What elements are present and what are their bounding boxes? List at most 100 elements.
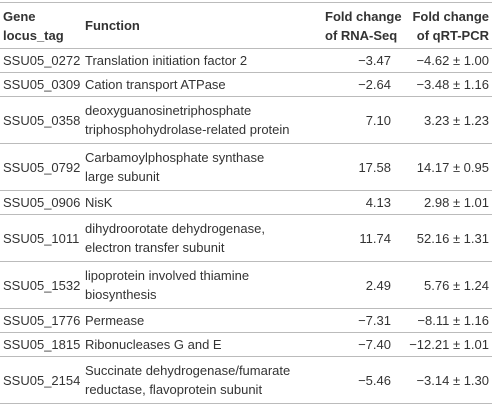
cell-line: SSU05_0906 — [3, 195, 81, 210]
table-cell: SSU05_0792 — [0, 143, 82, 191]
table-cell: −2.64 — [322, 72, 394, 97]
table-row: SSU05_1776 Permease −7.31 −8.11 ± 1.16 — [0, 308, 492, 333]
cell-line: −2.64 — [358, 77, 391, 92]
cell-line: SSU05_0358 — [3, 112, 81, 128]
table-cell: −8.11 ± 1.16 — [394, 308, 492, 333]
cell-line: locus_tag — [3, 27, 64, 43]
table-cell: SSU05_0358 — [0, 96, 82, 144]
table-cell: Cation transport ATPase — [82, 72, 322, 97]
cell-line: Succinate dehydrogenase/fumarate — [85, 363, 291, 378]
header-cell: Gene locus_tag — [0, 2, 82, 49]
cell-line: large subunit — [85, 169, 160, 184]
table-cell: −7.40 — [322, 332, 394, 357]
table-cell: SSU05_2154 — [0, 356, 82, 404]
cell-line: 11.74 — [359, 230, 391, 246]
table-cell: dihydroorotate dehydrogenase, electron tr… — [82, 214, 322, 262]
table-cell: Ribonucleases G and E — [82, 332, 322, 357]
table-cell: −3.14 ± 1.30 — [394, 356, 492, 404]
table-cell: SSU05_1011 — [0, 214, 82, 262]
cell-line: 14.17 ± 0.95 — [416, 159, 489, 175]
cell-line: SSU05_1776 — [3, 313, 81, 328]
cell-line: Translation initiation factor 2 — [85, 53, 248, 68]
cell-line: SSU05_1011 — [3, 230, 80, 246]
header-cell: Fold change of qRT-PCR — [394, 2, 492, 49]
table-cell: NisK — [82, 190, 322, 215]
cell-line: dihydroorotate dehydrogenase, — [85, 221, 265, 236]
table-row: SSU05_1532 lipoprotein involved thiamine b… — [0, 261, 492, 309]
cell-line: −12.21 ± 1.01 — [409, 337, 489, 352]
cell-line: SSU05_0309 — [3, 77, 81, 92]
cell-line: −4.62 ± 1.00 — [416, 53, 489, 68]
table-cell: 7.10 — [322, 96, 394, 144]
cell-line: 3.23 ± 1.23 — [424, 112, 489, 128]
cell-line: of qRT-PCR — [416, 27, 489, 43]
table-cell: −4.62 ± 1.00 — [394, 48, 492, 73]
cell-line: Fold change — [325, 8, 402, 24]
cell-line: lipoprotein involved thiamine — [85, 268, 250, 283]
table-cell: SSU05_0906 — [0, 190, 82, 215]
table-cell: Carbamoylphosphate synthase large subunit — [82, 143, 322, 191]
table-cell: SSU05_1815 — [0, 332, 82, 357]
cell-line: SSU05_2154 — [3, 372, 81, 388]
table-row: SSU05_0272 Translation initiation factor … — [0, 48, 492, 73]
table-cell: 2.49 — [322, 261, 394, 309]
cell-line: SSU05_1815 — [3, 337, 81, 352]
header-cell: Function — [82, 2, 322, 49]
table-cell: −3.47 — [322, 48, 394, 73]
table-cell: 52.16 ± 1.31 — [394, 214, 492, 262]
header-cell: Fold change of RNA-Seq — [322, 2, 402, 49]
table-cell: 17.58 — [322, 143, 394, 191]
cell-line: Ribonucleases G and E — [85, 337, 222, 352]
header-row: Gene locus_tag Function Fold change of RNA-S… — [0, 2, 492, 49]
cell-line: Permease — [85, 313, 145, 328]
table-row: SSU05_0792 Carbamoylphosphate synthase lar… — [0, 143, 492, 191]
cell-line: −7.31 — [358, 313, 391, 328]
cell-line: −5.46 — [358, 372, 391, 388]
cell-line: Carbamoylphosphate synthase — [85, 150, 265, 165]
table-cell: SSU05_0309 — [0, 72, 82, 97]
table-row: SSU05_0309 Cation transport ATPase −2.64 −3… — [0, 72, 492, 97]
table-cell: SSU05_1532 — [0, 261, 82, 309]
cell-line: −3.47 — [358, 53, 391, 68]
table-cell: SSU05_1776 — [0, 308, 82, 333]
cell-line: 52.16 ± 1.31 — [416, 230, 489, 246]
table-cell: −3.48 ± 1.16 — [394, 72, 492, 97]
cell-line: SSU05_0272 — [3, 53, 81, 68]
table-row: SSU05_0906 NisK 4.13 2.98 ± 1.01 — [0, 190, 492, 215]
table-row: SSU05_1011 dihydroorotate dehydrogenase, e… — [0, 214, 492, 262]
cell-line: 7.10 — [365, 112, 391, 128]
cell-line: Fold change — [412, 8, 489, 24]
cell-line: 17.58 — [358, 159, 391, 175]
table-cell: SSU05_0272 — [0, 48, 82, 73]
cell-line: of RNA-Seq — [325, 27, 398, 43]
cell-line: Cation transport ATPase — [85, 77, 226, 92]
table-cell: 11.74 — [322, 214, 394, 262]
table-cell: Permease — [82, 308, 322, 333]
table-cell: lipoprotein involved thiamine biosynthesi… — [82, 261, 322, 309]
cell-line: −7.40 — [358, 337, 391, 352]
table-row: SSU05_0358 deoxyguanosinetriphosphate trip… — [0, 96, 492, 144]
cell-line: −8.11 ± 1.16 — [417, 313, 489, 328]
table-cell: deoxyguanosinetriphosphate triphosphohydr… — [82, 96, 322, 144]
cell-line: triphosphohydrolase-related protein — [85, 122, 290, 137]
table-cell: 14.17 ± 0.95 — [394, 143, 492, 191]
cell-line: 4.13 — [365, 195, 391, 210]
cell-line: deoxyguanosinetriphosphate — [85, 103, 252, 118]
table-row: SSU05_1815 Ribonucleases G and E −7.40 −12.… — [0, 332, 492, 357]
cell-line: reductase, flavoprotein subunit — [85, 382, 263, 397]
cell-line: biosynthesis — [85, 287, 157, 302]
table-cell: Succinate dehydrogenase/fumarate reductas… — [82, 356, 322, 404]
cell-line: electron transfer subunit — [85, 240, 225, 255]
cell-line: Function — [85, 18, 140, 33]
table-row: SSU05_2154 Succinate dehydrogenase/fumara… — [0, 356, 492, 404]
table-cell: −5.46 — [322, 356, 394, 404]
cell-line: SSU05_0792 — [3, 159, 81, 175]
cell-line: NisK — [85, 195, 113, 210]
cell-line: −3.14 ± 1.30 — [416, 372, 489, 388]
table-cell: −12.21 ± 1.01 — [394, 332, 492, 357]
table-cell: 4.13 — [322, 190, 394, 215]
table-cell: −7.31 — [322, 308, 394, 333]
table-cell: 2.98 ± 1.01 — [394, 190, 492, 215]
